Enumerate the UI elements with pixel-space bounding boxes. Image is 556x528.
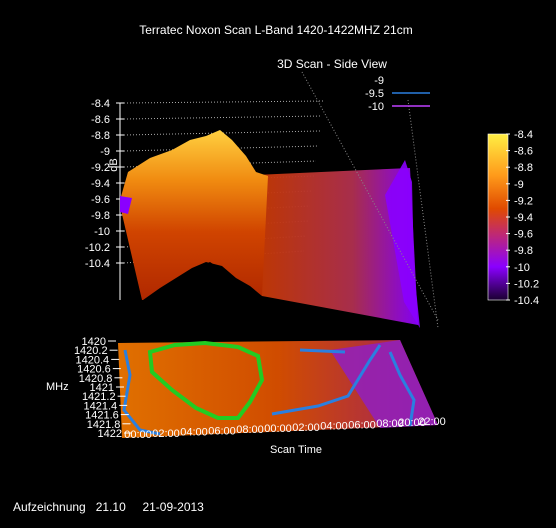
y-axis: 14201420.21420.41420.61420.814211421.214… [74,336,132,440]
x-tick-label: 02:00 [152,428,180,440]
floor-low-region [330,340,438,428]
colorbar-tick-label: -10 [514,262,530,274]
z-tick-label: -9.8 [91,210,110,222]
surface-plot [120,130,420,328]
footer-label: Aufzeichnung [13,500,86,514]
y-tick-label: 1422 [98,428,122,440]
colorbar-tick-label: -10.2 [514,278,539,290]
x-tick-label: 20:00 [398,417,426,429]
x-tick-label: 02:00 [292,422,320,434]
y-axis-label: MHz [46,381,69,393]
surface-left-fringe [120,196,132,214]
legend-label: -9.5 [365,88,384,100]
x-tick-label: 06:00 [348,419,376,431]
z-tick-label: -9.4 [91,178,110,190]
y-tick-label: 1420.6 [77,364,111,376]
x-tick-label: 04:00 [320,421,348,433]
colorbar-tick-label: -9 [514,179,524,191]
z-tick-label: -9 [100,146,110,158]
y-tick-label: 1421.2 [82,391,116,403]
colorbar-tick-label: -8.6 [514,146,533,158]
footer-date: 21-09-2013 [142,500,204,514]
x-tick-label: 08:00 [376,418,404,430]
z-gridline [123,115,323,120]
z-axis-label: dB [108,158,120,171]
y-tick-label: 1421.6 [85,410,119,422]
x-axis-label: Scan Time [270,444,322,456]
x-axis: 00:00 02:00 04:00 06:00 08:00 00:00 02:00 04:00… [124,416,446,441]
x-tick-label: 22:00 [418,416,446,428]
y-tick-label: 1421.4 [84,400,118,412]
z-tick-label: -8.8 [91,130,110,142]
surface-right-slab [255,168,418,325]
y-tick-label: 1420.8 [79,373,113,385]
colorbar-tick-label: -9.2 [514,195,533,207]
z-tick-label: -10.4 [85,258,110,270]
colorbar [487,133,509,301]
y-tick-label: 1421.8 [87,419,121,431]
colorbar-tick-label: -9.4 [514,212,533,224]
surface-hollow [143,262,262,306]
y-tick-label: 1420.2 [74,345,108,357]
contour-floor [118,340,438,438]
z-tick-label: -10.2 [85,242,110,254]
surface-right-edge [385,160,420,328]
contour-legend: -9-9.5-10 [365,75,430,113]
chart-subtitle: 3D Scan - Side View [277,57,387,71]
x-tick-label: 08:00 [236,424,264,436]
y-tick-label: 1420 [82,336,106,348]
footer: Aufzeichnung 21.10 21-09-2013 [13,500,204,514]
z-tick-label: -10 [94,226,110,238]
x-tick-label: 00:00 [124,429,152,441]
x-tick-label: 00:00 [264,423,292,435]
y-tick-label: 1421 [90,382,114,394]
z-tick-label: -8.6 [91,114,110,126]
z-tick-label: -9.6 [91,194,110,206]
colorbar-tick-label: -8.4 [514,129,533,141]
z-tick-label: -8.4 [91,98,110,110]
chart-title: Terratec Noxon Scan L-Band 1420-1422MHZ … [139,23,412,37]
x-tick-label: 04:00 [180,427,208,439]
colorbar-tick-label: -9.8 [514,245,533,257]
surface-main-body [120,130,268,300]
colorbar-tick-label: -8.8 [514,162,533,174]
z-tick-label: -9.2 [91,162,110,174]
legend-label: -10 [368,101,384,113]
depth-gridlines [301,71,439,329]
z-gridline [123,100,325,104]
contour-high-level [147,340,265,420]
z-axis: -8.4 -8.6 -8.8 -9 -9.2 -9.4 -9.6 -9.8 -10 -10.2 -1… [85,98,124,300]
x-tick-label: 06:00 [208,425,236,437]
y-tick-label: 1420.4 [76,354,110,366]
legend-label: -9 [374,75,384,87]
contour-low-level [122,344,416,436]
colorbar-tick-label: -9.6 [514,229,533,241]
footer-value: 21.10 [95,500,126,514]
colorbar-ticks: -8.4 -8.6 -8.8 -9 -9.2 -9.4 -9.6 -9.8 -10 -10.2 -1… [506,129,539,307]
colorbar-tick-label: -10.4 [514,295,539,307]
